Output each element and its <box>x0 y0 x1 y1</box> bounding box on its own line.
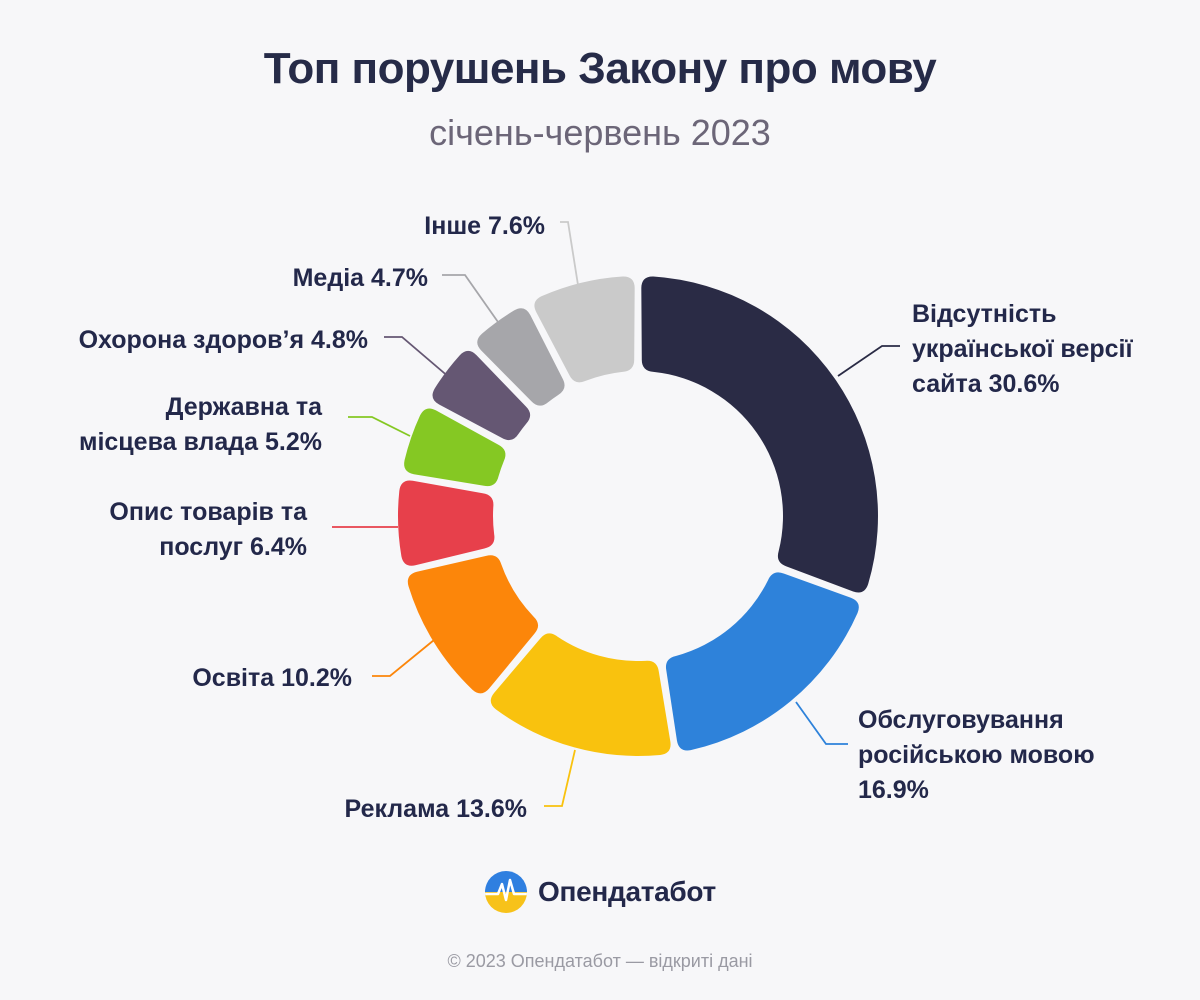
label-connector-line <box>560 221 579 286</box>
donut-slice <box>641 276 878 593</box>
slice-label-line: Інше 7.6% <box>424 212 545 240</box>
slice-label-line: Опис товарів та <box>109 498 308 526</box>
slice-label: Обслуговування російською мовою 16.9% <box>858 706 1095 804</box>
slice-label: Охорона здоров’я 4.8% <box>79 326 368 354</box>
label-connector-line <box>372 639 435 677</box>
label-connector-line <box>795 701 848 745</box>
slice-label-line: послуг 6.4% <box>159 533 307 561</box>
slice-label: Державна та місцева влада 5.2% <box>79 393 323 456</box>
donut-slice <box>665 572 859 751</box>
slice-label-line: місцева влада 5.2% <box>79 428 322 456</box>
slice-label: Інше 7.6% <box>424 212 545 240</box>
label-connectors <box>332 221 900 807</box>
slice-label-line: Реклама 13.6% <box>345 795 527 823</box>
donut-slice <box>432 350 531 441</box>
slice-label: Медіа 4.7% <box>293 264 428 292</box>
slice-label-line: російською мовою <box>858 741 1095 769</box>
slice-label: Відсутність української версії сайта 30.6% <box>912 300 1133 398</box>
slice-label-line: Державна та <box>166 393 323 421</box>
opendatabot-logo-icon <box>485 871 527 913</box>
donut-slice <box>404 408 506 487</box>
brand-logo: Опендатабот <box>484 868 716 916</box>
footer-copyright: © 2023 Опендатабот — відкриті дані <box>447 951 753 971</box>
donut-slices <box>397 276 878 756</box>
label-connector-line <box>384 336 451 379</box>
slice-label-line: 16.9% <box>858 776 929 804</box>
donut-slice <box>534 276 635 383</box>
slice-label-line: сайта 30.6% <box>912 370 1059 398</box>
slice-label: Реклама 13.6% <box>345 795 527 823</box>
chart-title: Топ порушень Закону про мову <box>263 44 937 93</box>
slice-labels: Відсутність української версії сайта 30.6%… <box>79 212 1134 823</box>
slice-label-line: Обслуговування <box>858 706 1064 734</box>
donut-slice <box>407 555 539 694</box>
slice-label: Освіта 10.2% <box>192 664 352 692</box>
slice-label-line: Відсутність <box>912 300 1056 328</box>
label-connector-line <box>837 345 900 377</box>
donut-slice <box>397 480 495 566</box>
slice-label-line: Охорона здоров’я 4.8% <box>79 326 368 354</box>
slice-label-line: Медіа 4.7% <box>293 264 428 292</box>
slice-label-line: Освіта 10.2% <box>192 664 352 692</box>
slice-label: Опис товарів та послуг 6.4% <box>109 498 308 561</box>
slice-label-line: української версії <box>912 335 1133 363</box>
donut-slice <box>477 308 565 406</box>
label-connector-line <box>348 416 411 437</box>
label-connector-line <box>544 749 576 807</box>
brand-name: Опендатабот <box>538 876 716 907</box>
chart-subtitle: січень-червень 2023 <box>429 112 771 153</box>
donut-slice <box>490 633 671 756</box>
label-connector-line <box>442 274 499 323</box>
